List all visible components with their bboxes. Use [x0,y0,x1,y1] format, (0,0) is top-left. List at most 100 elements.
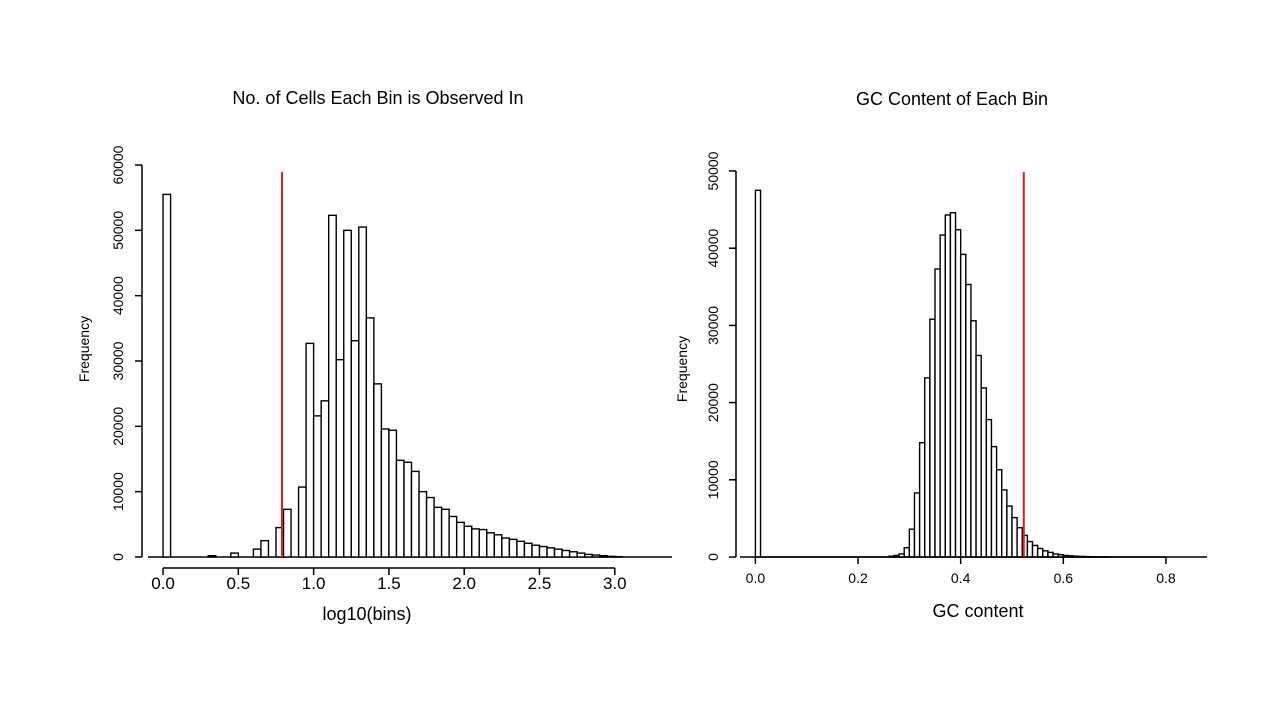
histogram-bar [1042,550,1049,558]
y-tick-label: 40000 [110,276,126,315]
histogram-bar [576,552,586,558]
histogram-bar [980,387,988,558]
histogram-bar [965,283,972,558]
histogram-bar [599,554,608,558]
histogram-bar [162,193,172,558]
y-tick-label: 10000 [705,460,721,499]
chart-title: GC Content of Each Bin [856,89,1048,109]
histogram-bar [433,506,443,558]
x-tick-label: 0.0 [151,574,175,593]
y-tick-label: 30000 [110,341,126,380]
histogram-bar [410,470,420,558]
histogram-bar [918,442,926,558]
histogram-bar [471,528,480,558]
x-tick-label: 0.8 [1156,570,1176,586]
histogram-bar [568,551,578,558]
histogram-bar [455,521,465,558]
histogram-bar [252,548,262,558]
histogram-bar [591,554,601,558]
histogram-bar [1026,540,1034,558]
axes: 0 10000 20000 30000 40000 50000 60000 0.0 0.5 1.0… [110,145,627,593]
x-axis-label: log10(bins) [322,604,411,624]
histogram-bar [970,320,977,558]
histogram-bar [929,318,936,558]
histogram-bar [1016,526,1023,558]
y-tick-label: 60000 [110,145,126,184]
histogram-bar [1006,505,1013,558]
histogram-bar [959,253,967,558]
x-tick-label: 0.6 [1054,570,1074,586]
x-tick-label: 0.2 [848,570,868,586]
histogram-bar [365,317,375,558]
y-tick-label: 30000 [705,306,721,345]
histogram-bar [523,542,533,558]
histogram-bar [939,234,946,558]
histogram-bar [501,537,511,558]
histogram-bar [373,383,383,558]
x-axis-label: GC content [932,601,1023,621]
histogram-bar [297,486,307,558]
histogram-bar [908,528,916,558]
histogram-bar [335,358,345,558]
y-axis-label: Frequency [674,336,690,402]
histogram-bar [561,549,571,558]
y-tick-label: 40000 [705,229,721,268]
bars [740,189,1207,558]
y-tick-label: 10000 [110,472,126,511]
x-tick-label: 2.0 [452,574,476,593]
histogram-bar [516,540,526,558]
histogram-bar [320,400,330,558]
histogram-bar [425,496,435,558]
x-tick-label: 2.5 [528,574,552,593]
histogram-bar [486,532,496,558]
histogram-bar [1001,489,1008,558]
x-tick-label: 0.4 [951,570,971,586]
histogram-bar [944,214,952,558]
histogram-bar [1011,516,1018,558]
histogram-bar [395,459,405,558]
histogram-bar [990,445,998,558]
x-tick-label: 1.0 [302,574,326,593]
histogram-bar [448,515,458,558]
y-tick-label: 0 [705,553,721,561]
histogram-bar [478,528,488,558]
histogram-bar [403,461,413,558]
y-tick-label: 50000 [705,151,721,190]
histogram-bar [903,547,911,558]
histogram-bar [260,539,270,558]
histogram-bar [230,552,240,558]
bars [148,193,672,558]
histogram-bar [583,553,593,558]
histogram-bar [388,429,398,558]
x-tick-label: 1.5 [377,574,401,593]
histogram-bar [463,525,473,558]
histogram-bar [954,228,962,558]
histogram-panel-cells-observed: No. of Cells Each Bin is Observed In log… [76,88,672,624]
histogram-bar [207,554,217,558]
histogram-bar [538,545,548,558]
histogram-bar [546,547,556,558]
histogram-bar [282,508,292,558]
histogram-bar [934,268,941,558]
y-tick-label: 20000 [705,383,721,422]
y-axis-label: Frequency [76,316,92,382]
histogram-bar [305,342,315,558]
histogram-bar [995,469,1003,558]
histogram-bar [913,492,921,558]
y-tick-label: 50000 [110,211,126,250]
histogram-bar [358,226,368,558]
axes: 0 10000 20000 30000 40000 50000 0.0 0.2 0.4 0.6 0.… [705,151,1176,586]
y-tick-label: 20000 [110,407,126,446]
histogram-bar [985,418,993,558]
histogram-bar [924,377,931,558]
histogram-bar [327,214,337,558]
x-tick-label: 0.0 [746,570,766,586]
chart-title: No. of Cells Each Bin is Observed In [232,88,523,108]
histogram-bar [380,428,390,558]
histogram-bar [343,229,352,558]
x-tick-label: 0.5 [227,574,251,593]
histogram-panel-gc-content: GC Content of Each Bin GC content Freque… [674,89,1207,621]
y-tick-label: 0 [110,553,126,561]
histogram-bar [493,534,503,558]
